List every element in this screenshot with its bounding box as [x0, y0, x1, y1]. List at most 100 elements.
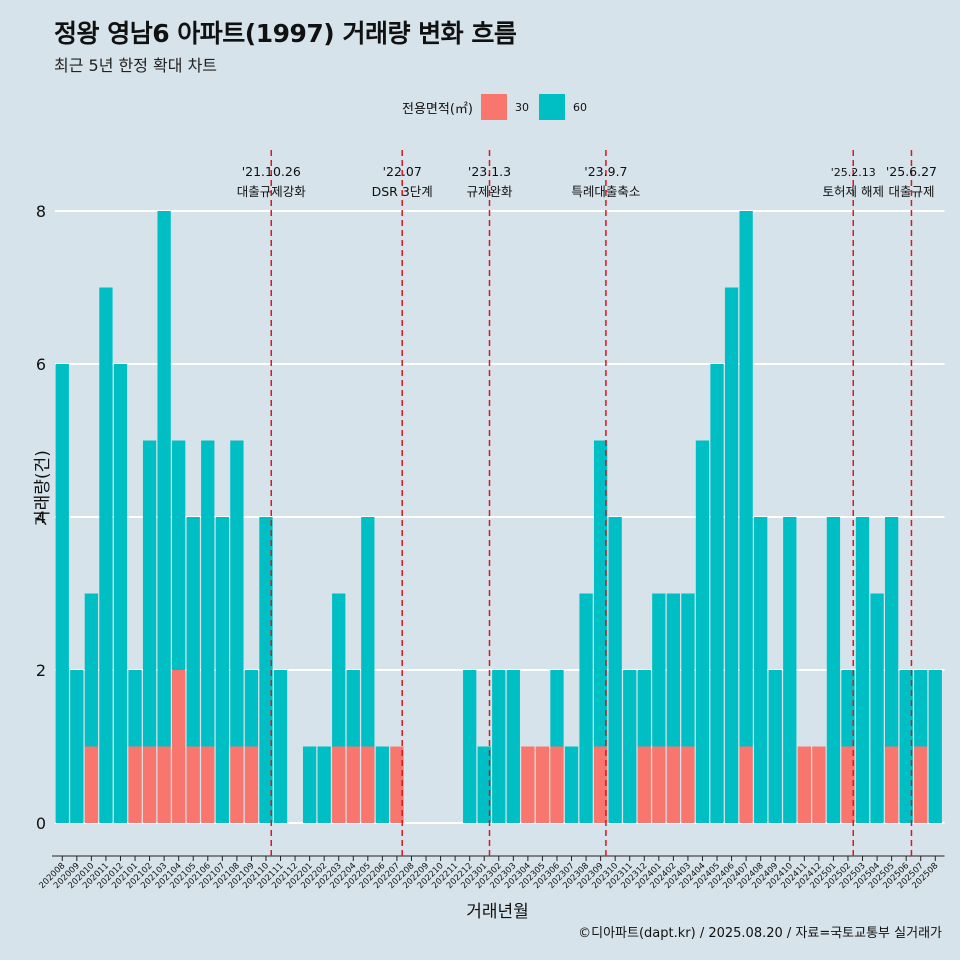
source-caption: ©디아파트(dapt.kr) / 2025.08.20 / 자료=국토교통부 실…: [578, 926, 942, 941]
bar-60-202212: [463, 670, 477, 823]
y-tick-label: 6: [36, 355, 46, 374]
bar-60-202405: [710, 364, 724, 823]
bar-60-202508: [928, 670, 942, 823]
bar-60-202204: [346, 670, 360, 747]
bar-60-202111: [273, 670, 288, 823]
bar-30-202010: [84, 746, 99, 823]
event-date-label: '21.10.26: [242, 164, 301, 179]
legend-swatch-60: [538, 94, 565, 120]
bar-30-202309: [593, 746, 608, 823]
event-name-label: 대출규제: [888, 184, 934, 199]
bar-60-202012: [113, 364, 128, 823]
event-name-label: 토허제 해제: [823, 184, 884, 199]
y-axis-label: 거래량(건): [33, 450, 53, 526]
bar-60-202307: [564, 746, 579, 823]
event-date-label: '25.2.13: [831, 166, 876, 179]
event-name-label: 규제완화: [466, 184, 513, 199]
bar-60-202306: [550, 670, 564, 747]
bar-30-202507: [914, 746, 928, 823]
bar-30-202109: [244, 746, 259, 823]
bar-30-202401: [652, 746, 666, 823]
bar-60-202309: [593, 440, 608, 747]
bar-60-202312: [637, 670, 651, 747]
bar-60-202105: [186, 517, 200, 747]
bar-30-202505: [884, 746, 899, 823]
bar-60-202503: [855, 517, 870, 823]
event-name-label: 특례대출축소: [571, 184, 640, 199]
bar-60-202011: [99, 287, 113, 823]
chart-subtitle: 최근 5년 한정 확대 차트: [54, 56, 218, 75]
bar-60-202408: [754, 517, 768, 823]
bar-60-202205: [361, 517, 375, 747]
bar-30-202102: [142, 746, 157, 823]
bar-30-202407: [739, 746, 753, 823]
bar-30-202306: [550, 746, 564, 823]
bar-60-202402: [666, 593, 681, 747]
x-axis-label: 거래년월: [466, 902, 529, 922]
bar-60-202301: [477, 746, 491, 823]
bar-60-202206: [375, 746, 390, 823]
legend-title: 전용면적(㎡): [402, 101, 473, 117]
bar-60-202403: [681, 593, 695, 747]
bar-60-202404: [695, 440, 710, 823]
y-tick-label: 0: [36, 814, 46, 833]
bar-30-202412: [812, 746, 826, 823]
bar-60-202311: [623, 670, 637, 823]
bar-60-202008: [55, 364, 69, 823]
bar-60-202101: [128, 670, 142, 747]
bar-30-202411: [797, 746, 811, 823]
bar-60-202505: [884, 517, 899, 747]
bar-30-202403: [681, 746, 695, 823]
y-tick-label: 8: [36, 202, 46, 221]
bar-60-202407: [739, 211, 753, 747]
event-date-label: '23.9.7: [584, 164, 627, 179]
bar-60-202401: [652, 593, 666, 747]
bar-60-202310: [608, 517, 622, 823]
bar-60-202410: [783, 517, 797, 823]
bar-30-202207: [390, 746, 404, 823]
bar-60-202302: [492, 670, 506, 823]
event-date-label: '25.6.27: [886, 164, 937, 179]
bar-60-202409: [768, 670, 782, 823]
bar-60-202108: [230, 440, 244, 747]
bar-60-202501: [826, 517, 841, 823]
bar-60-202104: [172, 440, 186, 670]
bar-30-202103: [157, 746, 171, 823]
bar-30-202402: [666, 746, 681, 823]
event-name-label: DSR 3단계: [372, 184, 433, 199]
bar-30-202101: [128, 746, 142, 823]
bar-60-202203: [332, 593, 346, 747]
bar-30-202106: [201, 746, 215, 823]
legend-swatch-30: [480, 94, 507, 120]
bar-30-202502: [841, 746, 855, 823]
bar-30-202105: [186, 746, 200, 823]
event-date-label: '23.1.3: [468, 164, 511, 179]
y-tick-label: 2: [36, 661, 46, 680]
bar-60-202109: [244, 670, 259, 747]
bar-60-202110: [259, 517, 273, 823]
bar-60-202106: [201, 440, 215, 747]
bar-60-202406: [724, 287, 739, 823]
bar-30-202104: [172, 670, 186, 823]
event-name-label: 대출규제강화: [237, 184, 307, 199]
bar-60-202009: [70, 670, 84, 823]
chart-title: 정왕 영남6 아파트(1997) 거래량 변화 흐름: [54, 19, 517, 48]
bar-60-202506: [899, 670, 913, 823]
legend: 전용면적(㎡) 30 60: [402, 92, 597, 122]
bar-30-202305: [535, 746, 550, 823]
bar-60-202507: [914, 670, 928, 747]
bar-30-202108: [230, 746, 244, 823]
event-date-label: '22.07: [383, 164, 422, 179]
bar-60-202107: [215, 517, 229, 823]
bar-30-202312: [637, 746, 651, 823]
legend-label-60: 60: [572, 100, 587, 114]
bar-60-202010: [84, 593, 99, 747]
bar-60-202303: [506, 670, 520, 823]
bar-30-202203: [332, 746, 346, 823]
bar-60-202308: [579, 593, 593, 823]
bar-30-202204: [346, 746, 360, 823]
bar-30-202205: [361, 746, 375, 823]
bar-60-202201: [302, 746, 317, 823]
bar-60-202502: [841, 670, 855, 747]
